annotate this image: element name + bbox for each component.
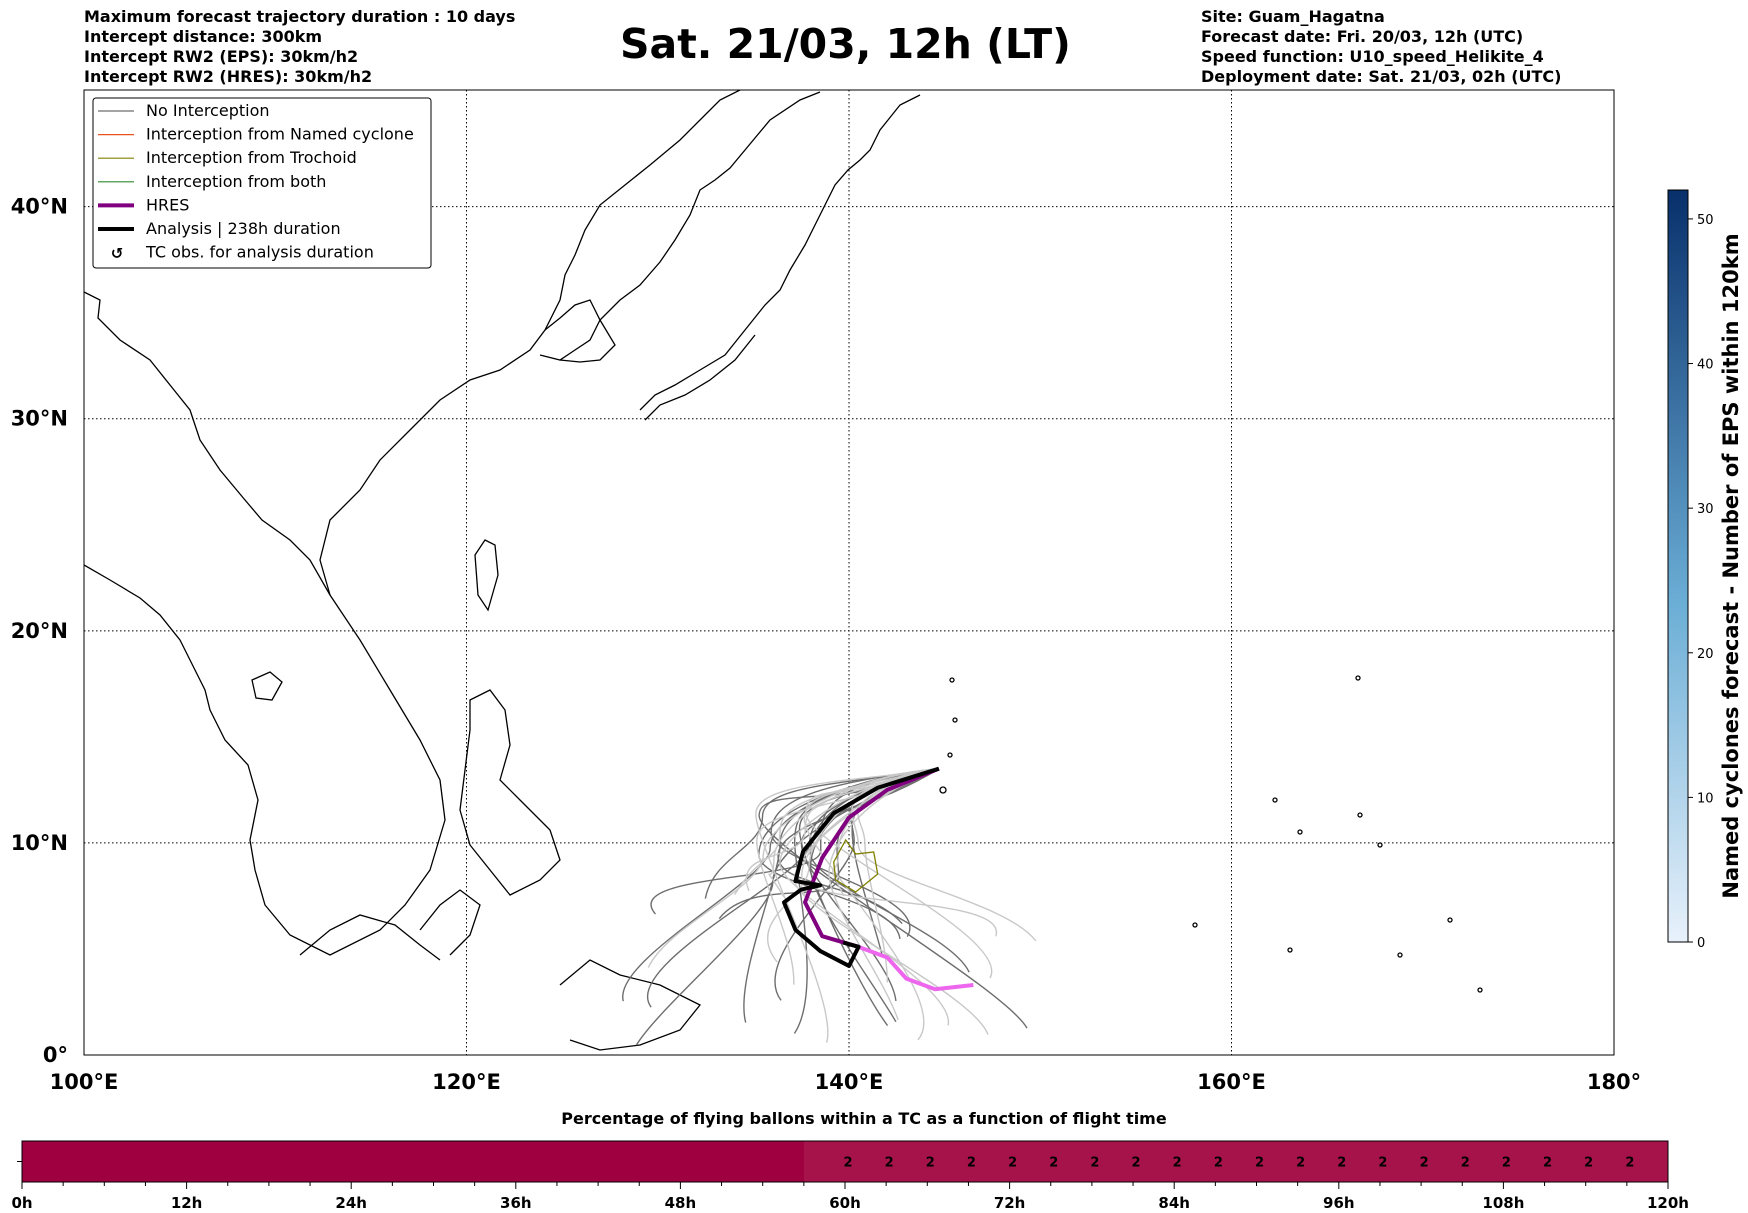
legend-label: Interception from both — [146, 172, 326, 191]
bar-tick-label: 60h — [829, 1194, 861, 1212]
info-site: Site: Guam_Hagatna — [1201, 7, 1385, 26]
ensemble-line — [704, 767, 940, 899]
bar-value-label: 2 — [1584, 1156, 1593, 1171]
bar-tick-label: 72h — [994, 1194, 1026, 1212]
legend-label: HRES — [146, 195, 189, 214]
bar-tick-label: 36h — [500, 1194, 532, 1212]
legend-label: Interception from Named cyclone — [146, 125, 414, 144]
y-tick-label: 20°N — [11, 619, 68, 643]
ensemble-line — [803, 768, 940, 1041]
bar-value-label: 2 — [843, 1156, 852, 1171]
legend-box — [92, 97, 432, 269]
x-axis-ticks: 100°E 120°E 140°E 160°E 180° — [50, 1070, 1642, 1094]
bar-value-label: 2 — [1255, 1156, 1264, 1171]
colorbar-tick-label: 30 — [1697, 502, 1714, 517]
bar-value-label: 2 — [1296, 1156, 1305, 1171]
x-tick-label: 120°E — [432, 1070, 501, 1094]
bar-tick-label: 0h — [11, 1194, 32, 1212]
bar-tick-label: 12h — [171, 1194, 203, 1212]
colorbar-tick-label: 40 — [1697, 358, 1714, 373]
bar-value-label: 2 — [1049, 1156, 1058, 1171]
colorbar-label: Named cyclones forecast - Number of EPS … — [1719, 233, 1743, 898]
legend-label: No Interception — [146, 101, 270, 120]
bar-value-label: 2 — [967, 1156, 976, 1171]
bar-value-label: 2 — [1337, 1156, 1346, 1171]
info-intercept-distance: Intercept distance: 300km — [84, 27, 323, 46]
bar-value-label: 2 — [1132, 1156, 1141, 1171]
tc-obs-icon: ↺ — [111, 245, 124, 263]
bar-value-region — [803, 1141, 1668, 1182]
y-tick-label: 0° — [43, 1043, 68, 1067]
legend-label: Interception from Trochoid — [146, 148, 357, 167]
colorbar-tick-label: 50 — [1697, 213, 1714, 228]
bar-value-label: 2 — [1461, 1156, 1470, 1171]
bar-tick-label: 108h — [1482, 1194, 1524, 1212]
y-tick-label: 30°N — [11, 407, 68, 431]
bar-value-label: 2 — [1502, 1156, 1511, 1171]
x-tick-label: 140°E — [815, 1070, 884, 1094]
info-intercept-eps: Intercept RW2 (EPS): 30km/h2 — [84, 47, 359, 66]
hres-line — [803, 766, 940, 949]
ensemble-line — [622, 767, 939, 1002]
bar-tick-label: 84h — [1158, 1194, 1190, 1212]
header-info-right: Site: Guam_Hagatna Forecast date: Fri. 2… — [1201, 7, 1561, 87]
flight-time-bar: 2 2 2 2 2 2 2 2 2 2 2 2 2 2 2 2 2 2 2 2 0h 12h 24h 36h 48h 60h 72h… — [11, 1140, 1689, 1212]
bar-tick-label: 120h — [1647, 1194, 1689, 1212]
legend: No Interception Interception from Named c… — [92, 97, 432, 269]
y-tick-label: 40°N — [11, 195, 68, 219]
header-info-left: Maximum forecast trajectory duration : 1… — [84, 7, 515, 87]
ensemble-line — [767, 767, 939, 963]
bar-value-label: 2 — [1008, 1156, 1017, 1171]
y-tick-label: 10°N — [11, 831, 68, 855]
ensemble-line — [768, 767, 939, 898]
info-intercept-hres: Intercept RW2 (HRES): 30km/h2 — [84, 67, 373, 86]
ensemble-trajectories — [622, 767, 1037, 1046]
trochoid-line — [833, 838, 879, 893]
x-tick-label: 100°E — [50, 1070, 119, 1094]
series-lines — [781, 766, 974, 992]
ensemble-line — [828, 768, 940, 1021]
bar-value-label: 2 — [1378, 1156, 1387, 1171]
ensemble-line — [745, 768, 940, 892]
hres-line-late — [857, 944, 974, 992]
colorbar-tick-label: 10 — [1697, 791, 1714, 806]
colorbar: 0 10 20 30 40 50 Named cyclones forecast - Num… — [1667, 189, 1743, 951]
ensemble-line — [650, 767, 939, 915]
info-max-duration: Maximum forecast trajectory duration : 1… — [84, 7, 516, 26]
info-deployment-date: Deployment date: Sat. 21/03, 02h (UTC) — [1201, 67, 1562, 86]
bar-value-label: 2 — [1214, 1156, 1223, 1171]
x-tick-label: 180° — [1587, 1070, 1641, 1094]
bottom-bar-title: Percentage of flying ballons within a TC… — [561, 1109, 1167, 1128]
bar-value-label: 2 — [926, 1156, 935, 1171]
ensemble-line — [755, 767, 939, 1043]
bar-value-label: 2 — [1625, 1156, 1634, 1171]
bar-value-label: 2 — [885, 1156, 894, 1171]
legend-label: Analysis | 238h duration — [146, 219, 341, 238]
ensemble-line — [805, 768, 993, 979]
bar-tick-label: 24h — [335, 1194, 367, 1212]
ensemble-line — [635, 768, 940, 1046]
ensemble-line — [851, 767, 1037, 942]
bar-value-label: 2 — [1173, 1156, 1182, 1171]
colorbar-scale — [1667, 189, 1689, 943]
analysis-line — [781, 766, 940, 968]
y-axis-ticks: 0° 10°N 20°N 30°N 40°N — [11, 195, 68, 1067]
colorbar-tick-label: 20 — [1697, 647, 1714, 662]
ensemble-line — [779, 767, 949, 1026]
info-forecast-date: Forecast date: Fri. 20/03, 12h (UTC) — [1201, 27, 1524, 46]
info-speed-function: Speed function: U10_speed_Helikite_4 — [1201, 47, 1544, 66]
bar-value-label: 2 — [1543, 1156, 1552, 1171]
legend-label: TC obs. for analysis duration — [145, 243, 374, 262]
bar-tick-label: 96h — [1323, 1194, 1355, 1212]
bar-tick-label: 48h — [665, 1194, 697, 1212]
chart-title: Sat. 21/03, 12h (LT) — [620, 20, 1071, 68]
x-tick-label: 160°E — [1197, 1070, 1266, 1094]
colorbar-tick-label: 0 — [1697, 936, 1705, 951]
bar-value-label: 2 — [1420, 1156, 1429, 1171]
bar-value-label: 2 — [1090, 1156, 1099, 1171]
